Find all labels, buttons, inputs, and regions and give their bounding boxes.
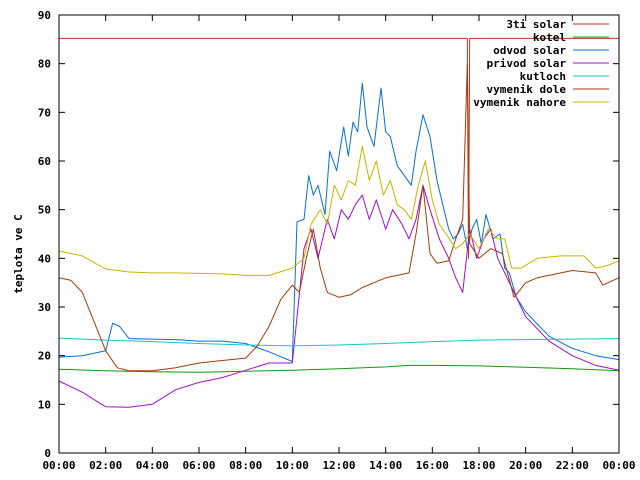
y-tick-label: 60 <box>38 155 51 168</box>
y-tick-label: 0 <box>44 447 51 460</box>
legend-label: privod solar <box>487 57 567 70</box>
x-axis: 00:00 02:00 04:00 06:00 08:00 10:00 12:00 14:00… <box>42 15 636 472</box>
y-axis: 0 10 20 30 40 50 60 70 80 90 <box>38 9 619 460</box>
series-layer <box>58 37 620 408</box>
x-tick-label: 06:00 <box>182 459 215 472</box>
y-tick-label: 90 <box>38 9 51 22</box>
series-line-3ti-solar <box>59 37 619 259</box>
series-line-kotel <box>58 364 620 373</box>
series-line-vymenik-dole <box>58 63 620 372</box>
y-tick-label: 40 <box>38 252 51 265</box>
y-tick-label: 70 <box>38 106 51 119</box>
y-tick-label: 80 <box>38 58 51 71</box>
legend-label: kotel <box>533 31 566 44</box>
x-tick-label: 12:00 <box>322 459 355 472</box>
legend-label: vymenik nahore <box>473 96 566 109</box>
y-tick-label: 50 <box>38 204 51 217</box>
x-tick-label: 02:00 <box>89 459 122 472</box>
x-tick-label: 16:00 <box>416 459 449 472</box>
legend-label: odvod solar <box>493 44 566 57</box>
x-tick-label: 18:00 <box>462 459 495 472</box>
x-tick-label: 22:00 <box>556 459 589 472</box>
legend-label: vymenik dole <box>487 83 567 96</box>
y-axis-title: teplota ve C <box>12 214 25 293</box>
legend-label: kutloch <box>520 70 566 83</box>
x-tick-label: 20:00 <box>509 459 542 472</box>
x-tick-label: 10:00 <box>276 459 309 472</box>
x-tick-label: 08:00 <box>229 459 262 472</box>
series-line-privod-solar <box>58 184 620 408</box>
y-tick-label: 30 <box>38 301 51 314</box>
legend-label: 3ti solar <box>506 18 566 31</box>
series-line-odvod-solar <box>58 82 620 362</box>
y-tick-label: 10 <box>38 398 51 411</box>
series-line-vymenik-nahore <box>58 145 620 276</box>
x-tick-label: 14:00 <box>369 459 402 472</box>
series-line-kutloch <box>58 337 620 347</box>
y-tick-label: 20 <box>38 350 51 363</box>
x-tick-label: 00:00 <box>42 459 75 472</box>
x-tick-label: 04:00 <box>136 459 169 472</box>
x-tick-label: 00:00 <box>602 459 635 472</box>
